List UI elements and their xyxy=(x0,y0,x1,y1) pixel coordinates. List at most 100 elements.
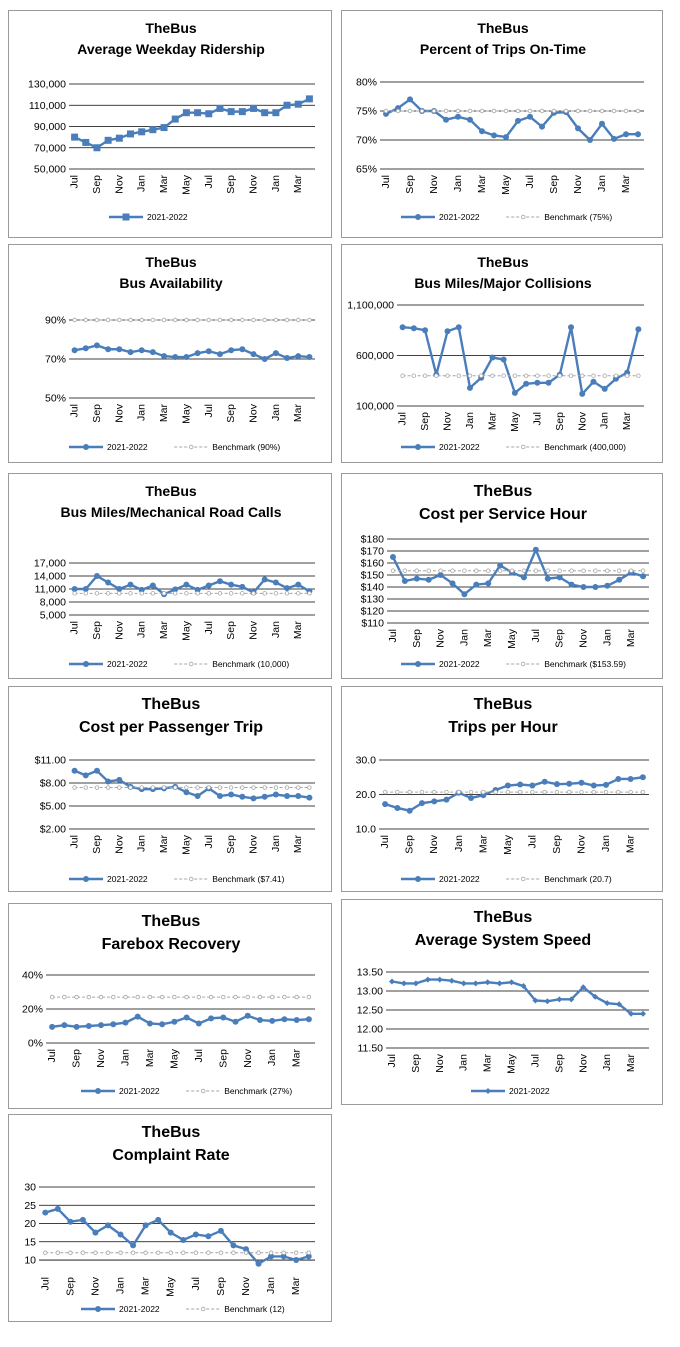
benchmark-point xyxy=(307,317,312,323)
chart-svg: TheBus Bus Miles/Mechanical Road Calls 5,0… xyxy=(34,483,315,669)
chart-panel: TheBus Cost per Passenger Trip $2.00 $5.00 $… xyxy=(8,686,332,892)
y-tick-label: $2.00 xyxy=(40,824,66,836)
data-point xyxy=(134,1013,141,1020)
data-point xyxy=(130,1242,137,1249)
chart-title: TheBus xyxy=(142,1124,201,1141)
x-tick-label: Jan xyxy=(266,1049,278,1066)
benchmark-point xyxy=(603,789,609,795)
data-point xyxy=(159,1021,166,1028)
chart-svg: TheBus Average Weekday Ridership 50,000 70,… xyxy=(28,20,315,222)
chart-title: TheBus xyxy=(145,483,197,499)
benchmark-point xyxy=(268,1250,274,1255)
benchmark-point xyxy=(443,108,449,114)
x-tick-label: Jan xyxy=(270,621,282,638)
data-point xyxy=(496,980,503,987)
data-point xyxy=(418,800,425,807)
y-tick-label: 75% xyxy=(356,106,377,118)
benchmark-point xyxy=(262,591,267,596)
data-point xyxy=(256,1017,263,1024)
y-tick-label: 0% xyxy=(28,1038,43,1050)
x-tick-label: Mar xyxy=(625,835,637,854)
benchmark-point xyxy=(383,108,389,114)
benchmark-point xyxy=(539,108,545,114)
legend-label: Benchmark (10,000) xyxy=(212,659,289,669)
x-tick-label: Mar xyxy=(144,1049,156,1068)
data-point xyxy=(138,586,145,593)
data-point xyxy=(616,576,623,583)
data-point xyxy=(216,351,223,358)
legend-marker xyxy=(200,1088,206,1094)
x-tick-label: Mar xyxy=(158,835,170,854)
benchmark-point xyxy=(86,994,91,1000)
legend-label: 2021-2022 xyxy=(439,874,480,884)
data-point xyxy=(239,793,246,800)
x-tick-label: Sep xyxy=(64,1277,76,1296)
data-point xyxy=(515,117,521,124)
x-tick-label: Mar xyxy=(292,404,304,423)
legend-label: 2021-2022 xyxy=(107,659,148,669)
data-point xyxy=(232,1018,239,1025)
benchmark-point xyxy=(591,789,596,795)
data-point xyxy=(250,104,257,112)
legend-label: Benchmark (27%) xyxy=(224,1086,292,1096)
benchmark-point xyxy=(517,789,523,795)
data-point xyxy=(400,980,407,987)
x-tick-label: Mar xyxy=(482,1054,494,1073)
x-tick-label: Jul xyxy=(380,175,392,188)
chart-panel: TheBus Bus Availability 50% 70% 90% Jul Sep Nov… xyxy=(8,244,332,463)
data-point xyxy=(142,1222,149,1229)
x-tick-label: Jul xyxy=(190,1277,202,1290)
x-tick-label: Mar xyxy=(290,1277,302,1296)
chart-title: TheBus xyxy=(145,254,197,270)
legend-label: 2021-2022 xyxy=(439,212,480,222)
chart-svg: TheBus Complaint Rate 10 15 20 25 30 Jul Sep Nov J… xyxy=(24,1124,315,1314)
benchmark-point xyxy=(505,789,511,795)
data-point xyxy=(556,574,563,581)
x-tick-label: Jul xyxy=(69,175,81,188)
data-point xyxy=(485,1088,491,1094)
data-point xyxy=(520,983,527,990)
x-tick-label: Jul xyxy=(46,1049,58,1062)
benchmark-point xyxy=(551,108,557,114)
benchmark-point xyxy=(467,108,473,114)
benchmark-point xyxy=(422,373,428,378)
benchmark-point xyxy=(111,994,116,1000)
benchmark-point xyxy=(221,994,226,1000)
y-tick-label: $150 xyxy=(361,570,385,582)
x-tick-label: Jul xyxy=(526,835,538,848)
benchmark-point xyxy=(195,591,200,596)
data-point xyxy=(250,795,257,802)
data-point xyxy=(261,576,268,583)
y-tick-label: 20% xyxy=(22,1004,43,1016)
benchmark-point xyxy=(636,373,641,378)
benchmark-point xyxy=(491,108,497,114)
data-point xyxy=(448,977,455,984)
data-point xyxy=(437,572,444,578)
x-tick-label: Jul xyxy=(379,835,391,848)
data-point xyxy=(460,980,467,987)
chart-panel: TheBus Complaint Rate 10 15 20 25 30 Jul Sep Nov J… xyxy=(8,1114,332,1322)
legend-label: 2021-2022 xyxy=(147,212,188,222)
benchmark-point xyxy=(80,1250,86,1255)
data-point xyxy=(42,1209,49,1216)
legend-label: 2021-2022 xyxy=(439,659,480,669)
data-point xyxy=(61,1022,68,1029)
benchmark-point xyxy=(128,317,133,323)
data-point xyxy=(167,1229,174,1236)
legend-label: Benchmark (75%) xyxy=(544,212,612,222)
data-point xyxy=(105,579,112,586)
data-point xyxy=(599,120,605,127)
series-line xyxy=(74,344,310,361)
benchmark-point xyxy=(184,785,189,790)
x-tick-label: May xyxy=(180,620,192,641)
benchmark-point xyxy=(83,317,88,323)
data-point xyxy=(520,574,527,581)
data-point xyxy=(544,998,551,1005)
data-point xyxy=(415,214,421,220)
y-tick-label: 20 xyxy=(24,1218,36,1230)
data-point xyxy=(116,776,123,783)
data-point xyxy=(389,554,396,560)
data-point xyxy=(479,128,485,135)
x-tick-label: Jul xyxy=(39,1277,51,1290)
benchmark-point xyxy=(640,789,646,795)
